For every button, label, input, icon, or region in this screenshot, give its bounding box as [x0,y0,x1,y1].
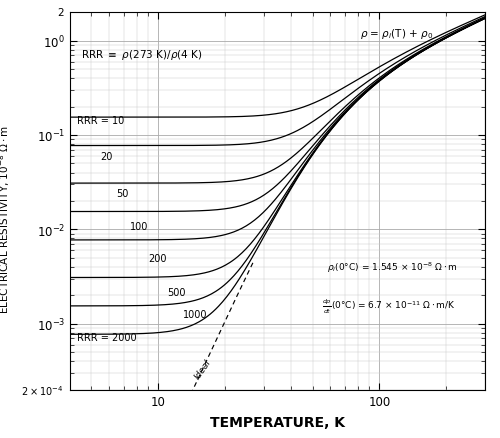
Text: 100: 100 [130,222,149,232]
Text: $2\times10^{-4}$: $2\times10^{-4}$ [22,383,64,397]
Text: 200: 200 [148,254,167,264]
Text: 1000: 1000 [184,309,208,319]
Text: 50: 50 [116,189,129,199]
Text: $\frac{d\rho}{dt}$(0°C) = 6.7 $\times$ $10^{-11}$ $\Omega\cdot$m/K: $\frac{d\rho}{dt}$(0°C) = 6.7 $\times$ $… [322,297,456,315]
Text: RRR $\equiv$ $\rho$(273 K)/$\rho$(4 K): RRR $\equiv$ $\rho$(273 K)/$\rho$(4 K) [82,48,203,62]
X-axis label: TEMPERATURE, K: TEMPERATURE, K [210,415,345,428]
Text: $\rho$ = $\rho_i$(T) + $\rho_0$: $\rho$ = $\rho_i$(T) + $\rho_0$ [360,27,434,41]
Text: RRR = 2000: RRR = 2000 [77,332,136,343]
Text: RRR = 10: RRR = 10 [77,116,124,125]
Text: Ideal: Ideal [194,358,213,381]
Text: 500: 500 [167,288,186,298]
Text: 20: 20 [100,152,113,162]
Text: 2: 2 [57,8,64,18]
Text: $\rho_i$(0°C) = 1.545 $\times$ $10^{-8}$ $\Omega\cdot$m: $\rho_i$(0°C) = 1.545 $\times$ $10^{-8}$… [327,260,458,275]
Text: ELECTRICAL RESISTIVITY, $10^{-8}$ $\Omega\cdot$m: ELECTRICAL RESISTIVITY, $10^{-8}$ $\Omeg… [0,125,12,313]
